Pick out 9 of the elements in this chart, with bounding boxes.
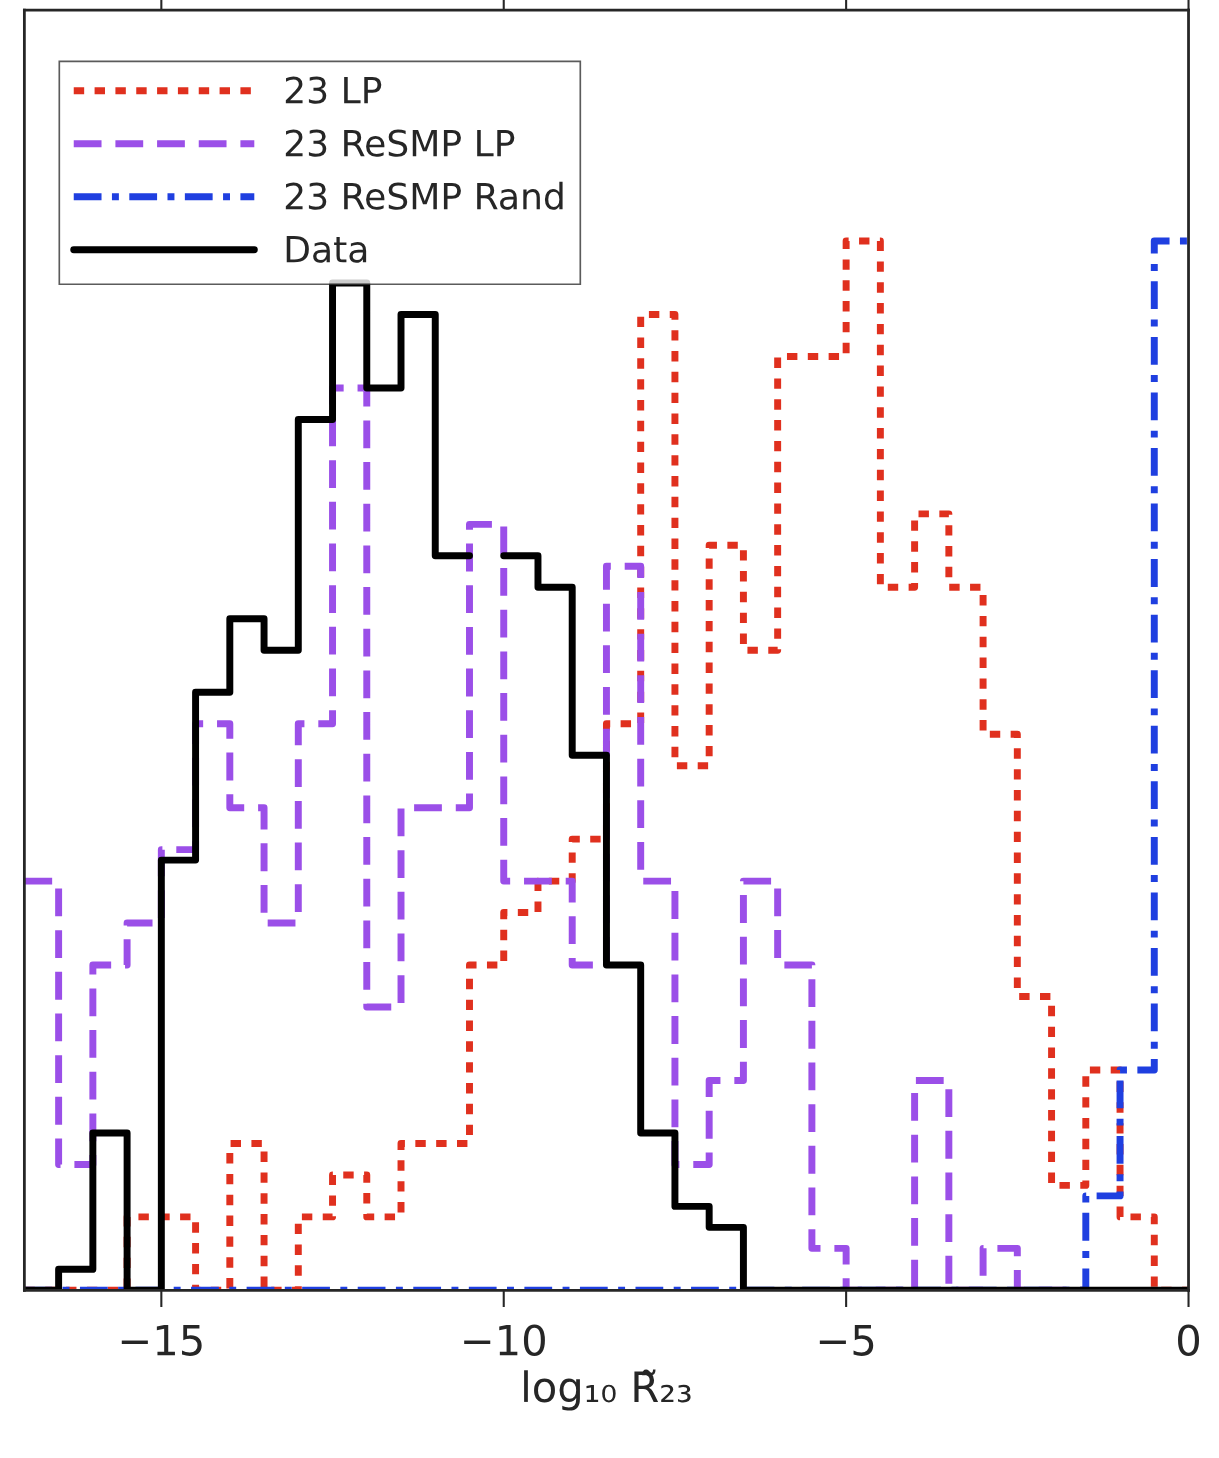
x-axis-title: log₁₀ R̃₂₃ bbox=[524, 1369, 691, 1411]
legend-label: 23 ReSMP LP bbox=[285, 129, 515, 157]
x-tick-label: 0 bbox=[1178, 1324, 1200, 1356]
legend-label: 23 LP bbox=[285, 76, 382, 104]
x-tick-label: −5 bbox=[819, 1324, 874, 1356]
legend-label: 23 ReSMP Rand bbox=[285, 181, 563, 210]
legend-label: Data bbox=[286, 235, 367, 263]
x-tick-label: −10 bbox=[464, 1324, 545, 1356]
x-tick-label: −15 bbox=[121, 1324, 202, 1356]
